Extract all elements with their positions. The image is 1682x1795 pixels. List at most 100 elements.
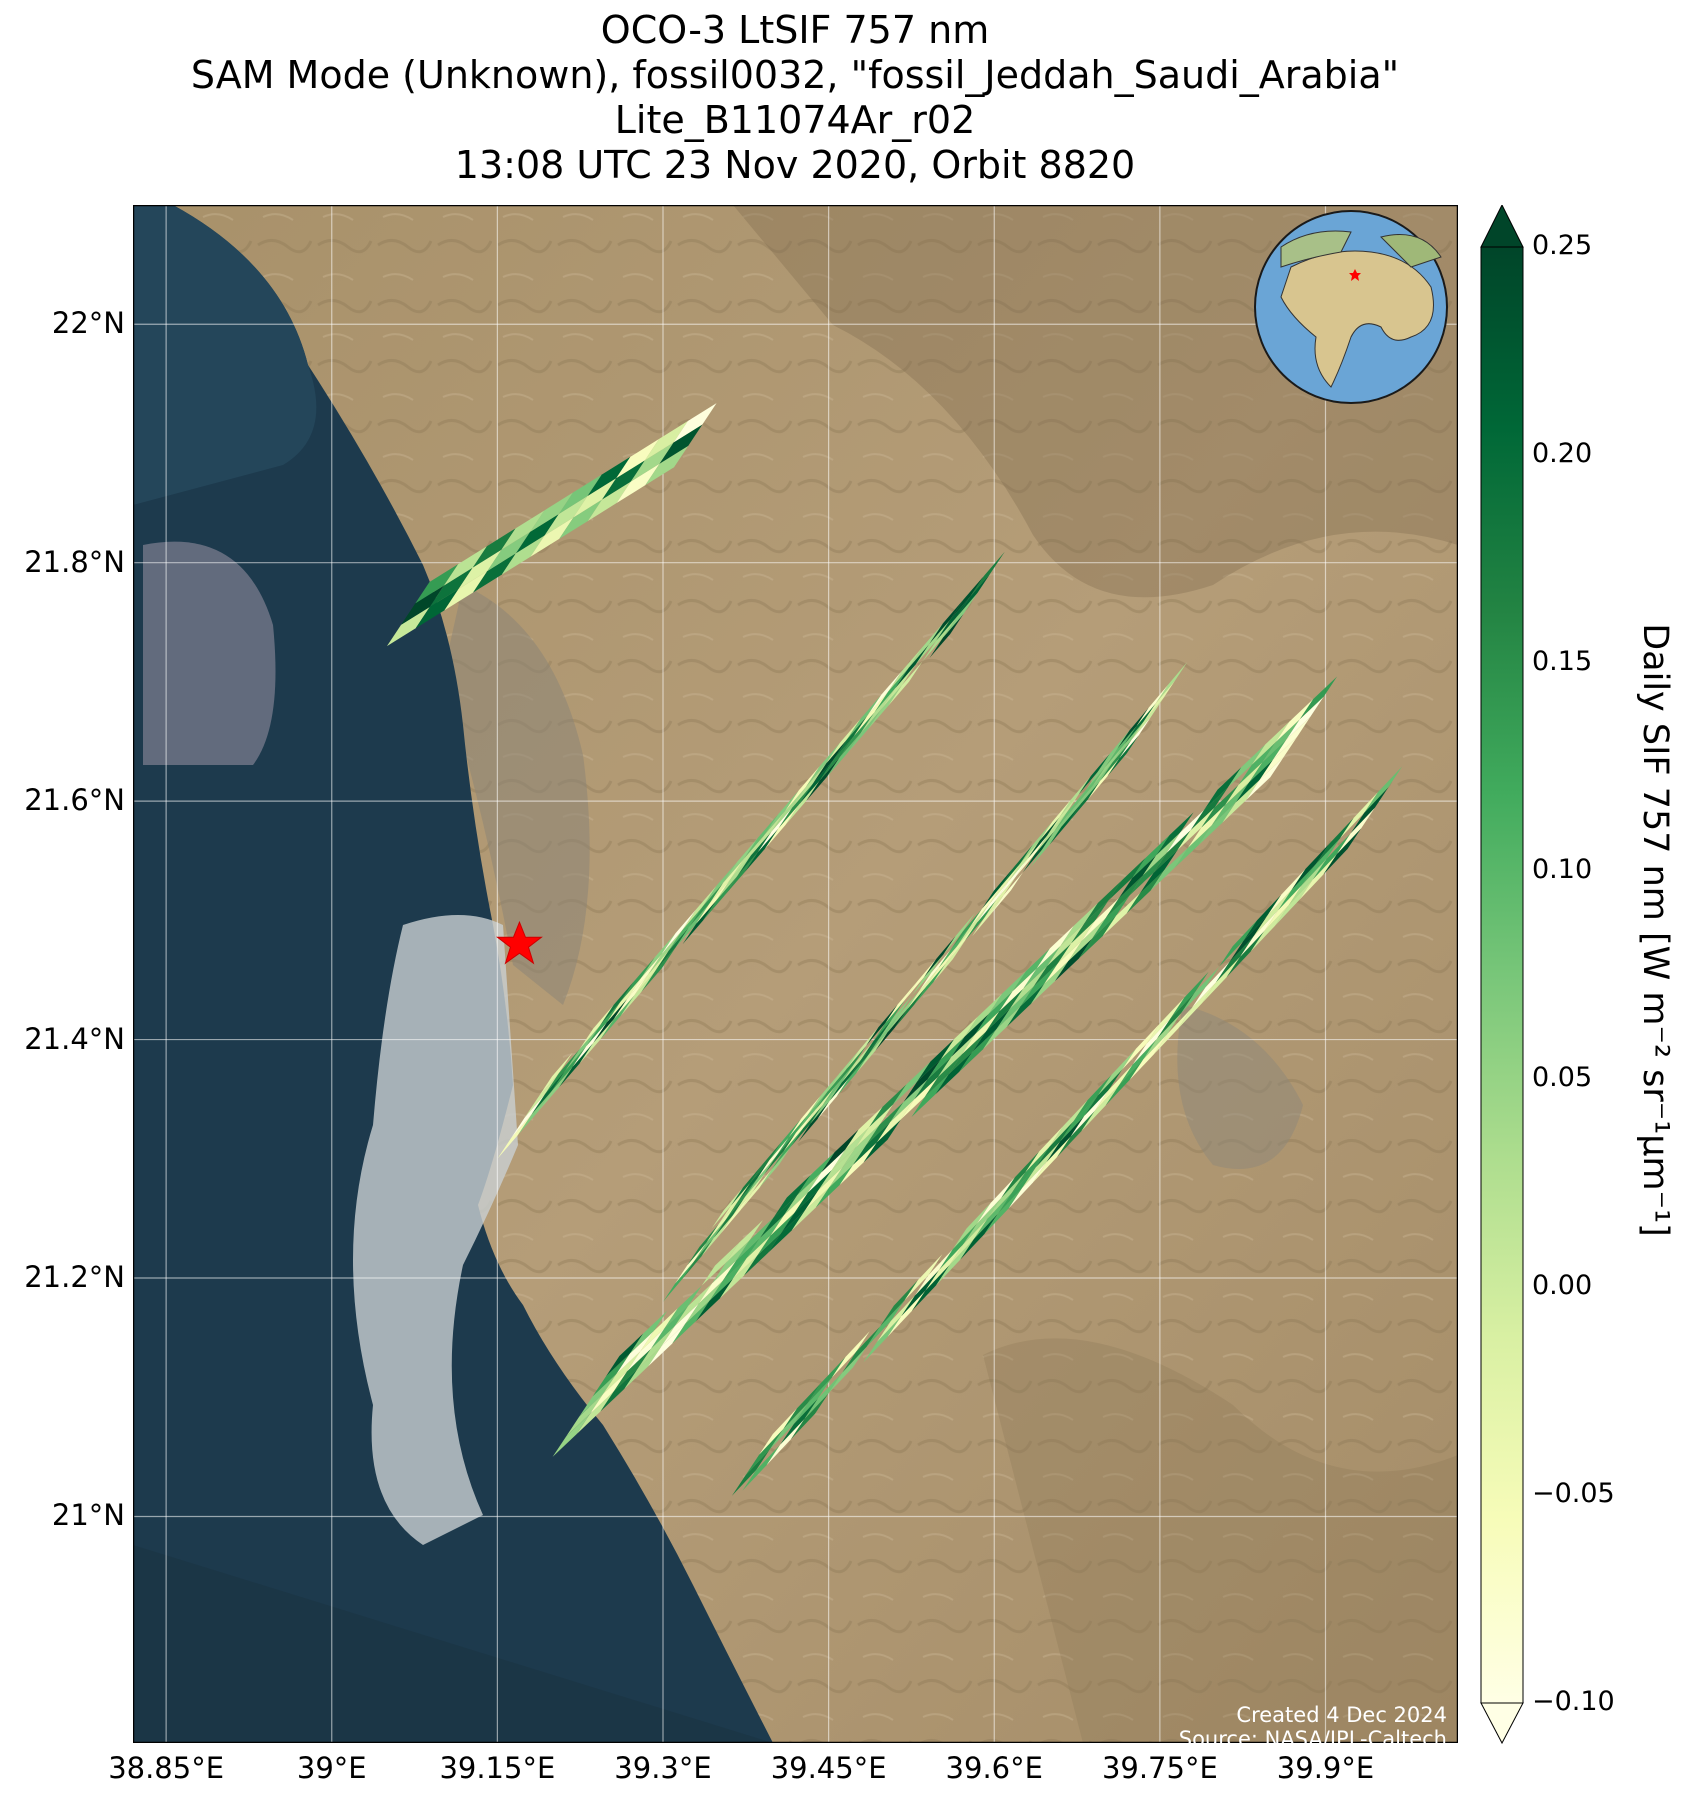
sif-footprint: [982, 867, 1014, 909]
sif-footprint: [576, 1391, 614, 1435]
map-canvas[interactable]: [133, 205, 1458, 1743]
map-panel[interactable]: [133, 205, 1458, 1743]
sif-footprint: [874, 667, 909, 713]
sif-footprint: [733, 1235, 771, 1279]
sif-footprint: [831, 1331, 870, 1378]
sif-footprint: [806, 756, 841, 802]
sif-footprint: [1084, 880, 1122, 924]
sif-footprint: [936, 596, 971, 641]
sif-footprint: [531, 1069, 566, 1115]
sif-footprint: [805, 1167, 843, 1211]
sif-footprint: [1143, 1013, 1182, 1060]
sif-footprint: [1008, 1162, 1047, 1209]
sif-footprint: [711, 1187, 744, 1229]
sif-footprint: [866, 1300, 905, 1347]
sif-footprint: [776, 1114, 809, 1156]
sif-footprint: [807, 1149, 846, 1193]
sif-footprint: [1288, 858, 1327, 906]
sif-footprint: [630, 442, 674, 482]
sif-footprint: [444, 571, 488, 611]
sif-footprint: [764, 804, 800, 849]
sif-footprint: [1040, 798, 1072, 841]
sif-footprint: [589, 1371, 628, 1415]
sif-footprint: [790, 1393, 829, 1440]
sif-footprint: [770, 1192, 808, 1236]
sif-footprint: [938, 926, 970, 969]
sif-footprint: [804, 1372, 843, 1419]
source-credit: Source: NASA/JPL-Caltech: [1178, 1727, 1447, 1751]
sif-footprint: [1044, 940, 1082, 984]
sif-footprint: [904, 1254, 943, 1301]
sif-footprint: [829, 1059, 862, 1101]
sif-footprint: [600, 1368, 638, 1412]
sif-footprint: [1033, 943, 1072, 987]
sif-footprint: [812, 739, 848, 784]
sif-footprint: [903, 1059, 941, 1102]
sif-footprint: [1174, 825, 1212, 868]
sif-footprint: [969, 885, 1002, 927]
sif-footprint: [927, 1036, 965, 1080]
sif-footprint: [1129, 852, 1167, 896]
sif-footprint: [834, 1045, 867, 1087]
sif-footprint: [880, 995, 912, 1037]
sif-footprint: [1098, 730, 1130, 772]
sif-footprint: [1340, 792, 1379, 839]
sif-footprint: [793, 1377, 832, 1424]
sif-footprint: [841, 1041, 874, 1083]
sif-footprint: [933, 940, 965, 982]
sif-footprint: [1059, 776, 1091, 818]
sif-footprint: [796, 1091, 828, 1133]
sif-footprint: [722, 1237, 761, 1281]
sif-footprint: [984, 876, 1016, 918]
sif-footprint: [1264, 884, 1303, 931]
sif-footprint: [778, 783, 813, 829]
sif-footprint: [716, 855, 752, 900]
sif-footprint: [950, 908, 983, 950]
sif-footprint: [771, 1128, 804, 1170]
sif-footprint: [1312, 833, 1351, 880]
sif-footprint: [867, 685, 903, 730]
sif-footprint: [1046, 1115, 1085, 1163]
sif-footprint: [606, 1333, 644, 1377]
sif-footprint: [1143, 680, 1176, 722]
sif-footprint: [517, 1090, 553, 1135]
sif-footprint: [1036, 925, 1074, 969]
sif-footprint: [629, 1310, 668, 1354]
sif-footprint: [1275, 699, 1314, 742]
sif-footprint: [977, 1177, 1015, 1224]
sif-footprint: [1027, 817, 1060, 859]
sif-footprint: [847, 694, 882, 740]
sif-footprint: [959, 1028, 997, 1072]
sif-footprint: [689, 882, 724, 927]
sif-footprint: [1226, 930, 1265, 978]
colorbar-tick-label: −0.10: [1532, 1686, 1615, 1717]
sif-footprint: [783, 1382, 822, 1429]
sif-footprint: [620, 957, 655, 1002]
sif-footprint: [515, 513, 559, 554]
sif-footprint: [988, 970, 1027, 1014]
sif-footprint: [706, 1201, 739, 1243]
sif-footprint: [873, 1000, 905, 1042]
sif-footprint: [602, 460, 645, 500]
sif-footprint: [694, 1219, 726, 1261]
sif-footprint: [1049, 1100, 1088, 1147]
sif-footprint: [587, 456, 631, 497]
sif-footprint: [861, 1018, 893, 1060]
sif-footprint: [911, 1074, 949, 1118]
sif-footprint: [914, 963, 946, 1005]
sif-footprint: [530, 492, 574, 532]
sif-footprint: [1262, 719, 1300, 763]
sif-footprint: [685, 1280, 723, 1324]
lat-tick-label: 21°N: [51, 1498, 125, 1533]
sif-footprint: [829, 1144, 867, 1188]
sif-footprint: [1118, 855, 1157, 899]
sif-footprint: [538, 1066, 573, 1112]
sif-footprint: [914, 1056, 952, 1100]
sif-footprint: [682, 899, 717, 945]
sif-footprint: [750, 1141, 782, 1183]
sif-footprint: [648, 930, 683, 975]
sif-footprint: [664, 1285, 702, 1329]
sif-footprint: [924, 1054, 963, 1097]
sif-footprint: [600, 995, 635, 1040]
sif-footprint: [815, 1068, 847, 1110]
